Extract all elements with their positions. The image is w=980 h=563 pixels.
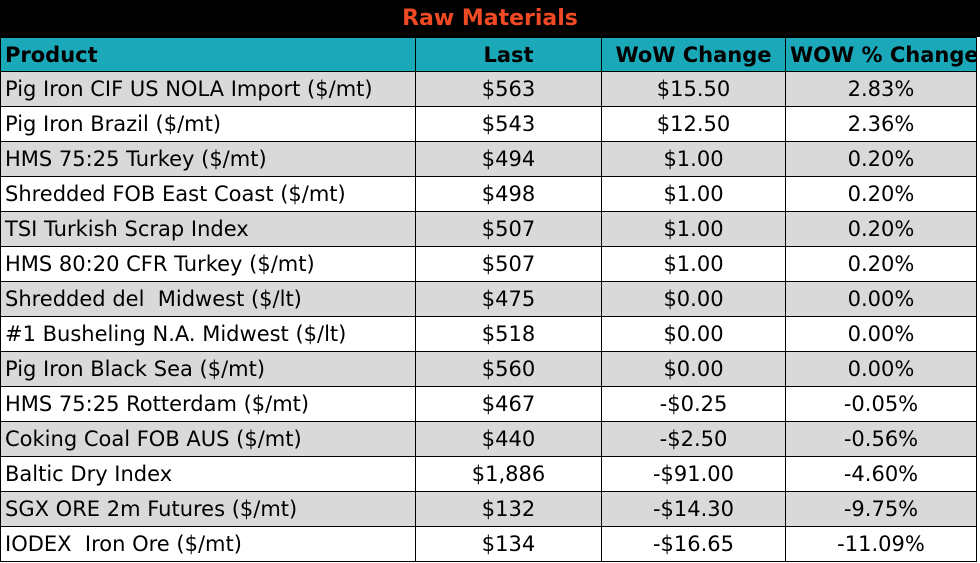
last-cell: $563 [415, 71, 602, 107]
raw-materials-table: Product Last WoW Change WOW % Change Pig… [0, 37, 977, 562]
product-cell: Shredded del Midwest ($/lt) [0, 281, 416, 317]
product-cell: SGX ORE 2m Futures ($/mt) [0, 491, 416, 527]
wow-change-cell: -$0.25 [601, 386, 786, 422]
wow-pct-change-cell: 0.00% [785, 316, 977, 352]
last-cell: $494 [415, 141, 602, 177]
wow-change-cell: $0.00 [601, 281, 786, 317]
last-cell: $498 [415, 176, 602, 212]
table-row: #1 Busheling N.A. Midwest ($/lt) $518 $0… [0, 316, 977, 352]
column-header-last: Last [415, 37, 602, 72]
table-title: Raw Materials [0, 0, 980, 37]
wow-pct-change-cell: -9.75% [785, 491, 977, 527]
product-cell: Coking Coal FOB AUS ($/mt) [0, 421, 416, 457]
column-header-product: Product [0, 37, 416, 72]
table-row: HMS 80:20 CFR Turkey ($/mt) $507 $1.00 0… [0, 246, 977, 282]
table-row: TSI Turkish Scrap Index $507 $1.00 0.20% [0, 211, 977, 247]
wow-pct-change-cell: -11.09% [785, 526, 977, 562]
product-cell: Pig Iron Black Sea ($/mt) [0, 351, 416, 387]
wow-pct-change-cell: 0.00% [785, 281, 977, 317]
product-cell: #1 Busheling N.A. Midwest ($/lt) [0, 316, 416, 352]
column-header-wow-change: WoW Change [601, 37, 786, 72]
table-row: Shredded del Midwest ($/lt) $475 $0.00 0… [0, 281, 977, 317]
last-cell: $440 [415, 421, 602, 457]
wow-pct-change-cell: -0.56% [785, 421, 977, 457]
last-cell: $132 [415, 491, 602, 527]
wow-change-cell: -$91.00 [601, 456, 786, 492]
product-cell: HMS 80:20 CFR Turkey ($/mt) [0, 246, 416, 282]
last-cell: $475 [415, 281, 602, 317]
wow-change-cell: -$16.65 [601, 526, 786, 562]
header-row: Product Last WoW Change WOW % Change [0, 37, 977, 72]
table-row: SGX ORE 2m Futures ($/mt) $132 -$14.30 -… [0, 491, 977, 527]
wow-change-cell: $0.00 [601, 351, 786, 387]
table-row: HMS 75:25 Rotterdam ($/mt) $467 -$0.25 -… [0, 386, 977, 422]
last-cell: $134 [415, 526, 602, 562]
wow-change-cell: $12.50 [601, 106, 786, 142]
wow-pct-change-cell: -4.60% [785, 456, 977, 492]
wow-change-cell: $1.00 [601, 246, 786, 282]
last-cell: $507 [415, 246, 602, 282]
last-cell: $507 [415, 211, 602, 247]
last-cell: $467 [415, 386, 602, 422]
wow-change-cell: $0.00 [601, 316, 786, 352]
last-cell: $543 [415, 106, 602, 142]
table-row: Coking Coal FOB AUS ($/mt) $440 -$2.50 -… [0, 421, 977, 457]
product-cell: HMS 75:25 Turkey ($/mt) [0, 141, 416, 177]
product-cell: HMS 75:25 Rotterdam ($/mt) [0, 386, 416, 422]
product-cell: Baltic Dry Index [0, 456, 416, 492]
wow-change-cell: $1.00 [601, 141, 786, 177]
wow-change-cell: $1.00 [601, 211, 786, 247]
product-cell: IODEX Iron Ore ($/mt) [0, 526, 416, 562]
last-cell: $1,886 [415, 456, 602, 492]
table-row: Pig Iron Brazil ($/mt) $543 $12.50 2.36% [0, 106, 977, 142]
table-row: Shredded FOB East Coast ($/mt) $498 $1.0… [0, 176, 977, 212]
column-header-wow-pct-change: WOW % Change [785, 37, 977, 72]
wow-change-cell: $15.50 [601, 71, 786, 107]
wow-pct-change-cell: 0.20% [785, 246, 977, 282]
last-cell: $518 [415, 316, 602, 352]
table-row: IODEX Iron Ore ($/mt) $134 -$16.65 -11.0… [0, 526, 977, 562]
wow-change-cell: -$2.50 [601, 421, 786, 457]
wow-pct-change-cell: -0.05% [785, 386, 977, 422]
wow-pct-change-cell: 2.36% [785, 106, 977, 142]
table-row: HMS 75:25 Turkey ($/mt) $494 $1.00 0.20% [0, 141, 977, 177]
product-cell: Pig Iron Brazil ($/mt) [0, 106, 416, 142]
wow-pct-change-cell: 0.20% [785, 141, 977, 177]
wow-pct-change-cell: 0.20% [785, 176, 977, 212]
table-row: Pig Iron Black Sea ($/mt) $560 $0.00 0.0… [0, 351, 977, 387]
wow-pct-change-cell: 0.00% [785, 351, 977, 387]
product-cell: Pig Iron CIF US NOLA Import ($/mt) [0, 71, 416, 107]
wow-pct-change-cell: 2.83% [785, 71, 977, 107]
wow-change-cell: -$14.30 [601, 491, 786, 527]
wow-pct-change-cell: 0.20% [785, 211, 977, 247]
wow-change-cell: $1.00 [601, 176, 786, 212]
product-cell: Shredded FOB East Coast ($/mt) [0, 176, 416, 212]
table-row: Pig Iron CIF US NOLA Import ($/mt) $563 … [0, 71, 977, 107]
last-cell: $560 [415, 351, 602, 387]
product-cell: TSI Turkish Scrap Index [0, 211, 416, 247]
table-row: Baltic Dry Index $1,886 -$91.00 -4.60% [0, 456, 977, 492]
